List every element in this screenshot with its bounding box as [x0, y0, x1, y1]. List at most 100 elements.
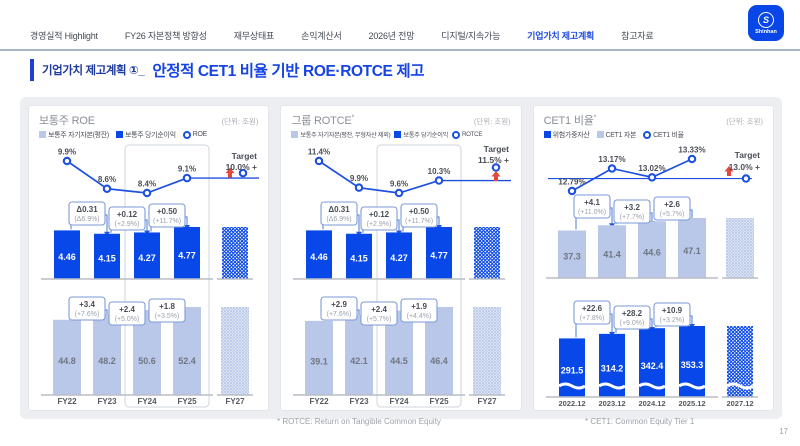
change-abs-value: +2.4 [371, 305, 387, 314]
change-label-box [573, 300, 611, 325]
target-caption: Target [484, 144, 510, 154]
future-hatched-bar [222, 227, 248, 279]
change-abs-value: +3.2 [624, 203, 640, 212]
target-caption: Target [734, 150, 760, 160]
bar-FY23 [345, 315, 374, 395]
bar-FY25 [174, 227, 200, 279]
change-label-box [613, 305, 651, 330]
change-pct-value: (+3.5%) [155, 313, 180, 320]
change-pct-value: (+9.0%) [619, 320, 644, 327]
change-abs-value: +4.1 [584, 198, 600, 207]
data-point-marker [435, 176, 444, 185]
data-point-label: 12.79% [558, 178, 585, 187]
chart-legend: 위험가중자산 CET1 자본 CET1 비율 [543, 128, 763, 141]
future-hatched-bar [474, 227, 501, 279]
change-abs-value: +2.9 [331, 300, 347, 309]
page-number: 17 [779, 427, 788, 436]
change-pct-value: (+5.0%) [115, 316, 140, 323]
change-label-box [148, 203, 186, 228]
change-abs-value: Δ0.31 [329, 205, 351, 214]
bar-value-label: 342.4 [640, 361, 663, 371]
bar-2023.12 [597, 225, 626, 278]
shinhan-logo-text: Shinhan [755, 28, 777, 35]
change-label-box [360, 206, 398, 231]
bar-value-label: 4.15 [98, 254, 116, 264]
target-value: 13.0% + [728, 162, 759, 172]
target-up-arrow-icon [491, 171, 501, 182]
legend-swatch-light-icon [596, 131, 604, 138]
data-point-label: 9.6% [390, 180, 408, 189]
shinhan-logo[interactable]: S Shinhan [748, 5, 784, 41]
slide-title-bar: 기업가치 제고계획 ①_ 안정적 CET1 비율 기반 ROE·ROTCE 제고 [0, 51, 800, 89]
bar-value-label: 4.46 [58, 252, 76, 262]
x-axis-label-future: FY27 [225, 397, 245, 406]
change-label-box [320, 296, 358, 321]
nav-tab-7[interactable]: 참고자료 [621, 31, 654, 41]
change-abs-value: +22.6 [582, 304, 603, 313]
target-marker [238, 168, 248, 178]
data-point-marker [607, 164, 616, 173]
change-pct-value: (+7.8%) [579, 315, 604, 322]
data-point-marker [647, 173, 656, 182]
bar-FY24 [134, 232, 160, 279]
bar-value-label: 48.2 [98, 356, 116, 366]
bar-value-label: 314.2 [600, 364, 623, 374]
nav-tab-3[interactable]: 손익계산서 [301, 31, 342, 41]
x-axis-label: FY22 [57, 397, 77, 406]
nav-tab-0[interactable]: 경영실적 Highlight [30, 31, 98, 41]
axis-break-wave [557, 382, 586, 390]
legend-swatch-circle-icon [643, 130, 652, 139]
data-point-marker [395, 188, 404, 198]
nav-tab-5[interactable]: 디지털/지속가능 [441, 31, 501, 41]
bar-value-label: 47.1 [683, 246, 701, 256]
panel-0: 보통주 ROE (단위: 조원) 보통주 자기자본(평잔) 보통주 당기순이익 ROE 9… [28, 105, 270, 411]
nav-tab-2[interactable]: 재무상태표 [233, 31, 275, 41]
future-hatched-bar [473, 307, 502, 395]
legend-swatch-dark-icon [115, 131, 123, 138]
title-prefix: 기업가치 제고계획 ①_ [42, 65, 145, 77]
change-label-box [400, 298, 438, 323]
ratio-trend-line [66, 160, 188, 194]
change-pct-value: (+11.7%) [153, 218, 181, 225]
data-point-marker [142, 188, 152, 198]
nav-tab-4[interactable]: 2026년 전망 [368, 31, 415, 41]
nav-tab-1[interactable]: FY26 자본정책 방향성 [124, 31, 207, 41]
x-axis-label: FY25 [177, 397, 197, 406]
bar-value-label: 44.8 [58, 356, 76, 366]
bar-value-label: 50.6 [138, 356, 156, 366]
x-axis-label: FY23 [97, 397, 117, 406]
panel-2: CET1 비율* (단위: 조원) 위험가중자산 CET1 자본 CET1 비율 12.7… [532, 105, 774, 411]
x-axis-label: FY22 [310, 397, 330, 406]
title-footnote-marker: * [593, 114, 597, 122]
target-marker [492, 163, 501, 172]
bar-value-label: 291.5 [560, 366, 583, 376]
nav-tab-6[interactable]: 기업가치 제고계획 [527, 31, 595, 41]
x-axis-label: FY23 [350, 397, 370, 406]
bar-FY22 [305, 320, 334, 395]
change-label-box [653, 302, 691, 327]
change-label-box [653, 196, 691, 221]
data-point-marker [355, 183, 364, 192]
change-pct-value: (+2.9%) [367, 221, 392, 228]
data-point-marker [315, 156, 324, 166]
future-hatched-bar [221, 307, 249, 395]
legend-item: ROE [182, 130, 207, 139]
legend-item: 위험가중자산 [543, 130, 590, 140]
change-pct-value: (+7.6%) [75, 311, 100, 318]
data-point-label: 13.17% [598, 155, 625, 164]
legend-item: 보통주 당기순이익 [115, 130, 176, 140]
title-footnote-marker: * [351, 114, 355, 122]
x-axis-label: FY24 [390, 397, 410, 406]
bar-value-label: 4.15 [351, 254, 369, 264]
bar-FY23 [93, 314, 121, 395]
unit-label: (단위: 조원) [221, 117, 259, 126]
change-abs-value: +2.4 [119, 305, 135, 314]
x-axis-label-future: 2027.12 [726, 399, 753, 408]
shinhan-s-icon: S [758, 11, 774, 28]
legend-swatch-light-icon [291, 131, 299, 138]
panel-title: 보통주 ROE [39, 115, 95, 127]
footnote-cet1: * CET1: Common Equity Tier 1 [585, 417, 695, 426]
change-abs-value: +3.4 [79, 300, 95, 309]
bar-value-label: 41.4 [603, 249, 621, 259]
